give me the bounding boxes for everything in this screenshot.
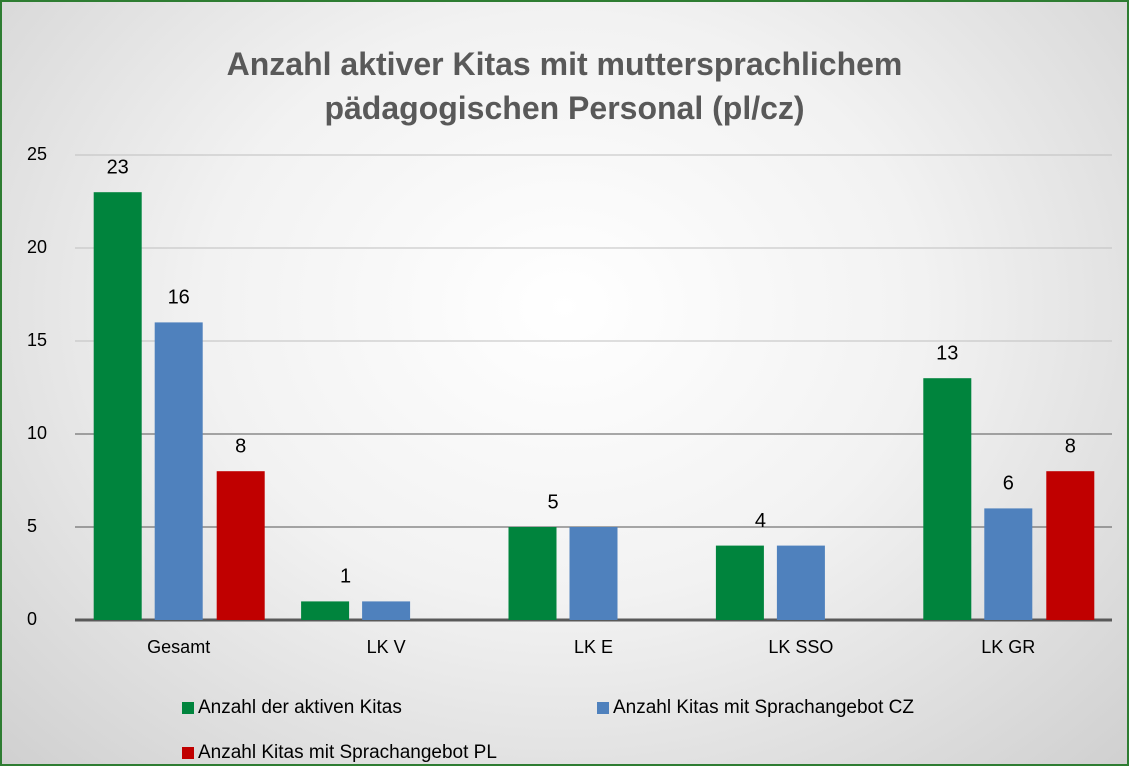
data-label: 16 [168, 287, 190, 309]
legend-swatch [182, 701, 194, 714]
data-label: 8 [1065, 435, 1076, 457]
bar [923, 378, 972, 620]
data-label: 13 [936, 342, 958, 364]
data-label: 8 [235, 435, 246, 457]
x-tick-label: LK V [367, 637, 406, 657]
x-tick-label: LK SSO [768, 637, 833, 657]
bar [984, 508, 1033, 620]
bar [301, 601, 350, 620]
data-label: 5 [547, 491, 558, 513]
legend-item: Anzahl Kitas mit Sprachangebot PL [182, 730, 597, 764]
chart-title: Anzahl aktiver Kitas mit muttersprachlic… [226, 46, 903, 126]
bar [776, 545, 825, 620]
legend-item: Anzahl Kitas mit Sprachangebot CZ [597, 685, 1012, 730]
bar [1046, 471, 1095, 620]
legend-label: Anzahl der aktiven Kitas [198, 696, 402, 718]
legend-swatch [597, 701, 609, 714]
legend-swatch [182, 746, 194, 759]
y-tick-label: 0 [27, 609, 37, 629]
bar [216, 471, 265, 620]
y-tick-label: 20 [27, 237, 47, 257]
legend-label: Anzahl Kitas mit Sprachangebot CZ [613, 696, 914, 718]
data-label: 23 [107, 156, 129, 178]
bar [93, 192, 142, 620]
x-tick-label: Gesamt [147, 637, 210, 657]
data-label: 6 [1003, 473, 1014, 495]
legend-label: Anzahl Kitas mit Sprachangebot PL [198, 741, 497, 763]
x-tick-label: LK GR [981, 637, 1035, 657]
y-tick-label: 15 [27, 330, 47, 350]
bar [508, 527, 557, 620]
data-label: 4 [755, 510, 766, 532]
y-tick-label: 10 [27, 423, 47, 443]
y-tick-label: 25 [27, 144, 47, 164]
bar [569, 527, 618, 620]
bar [154, 322, 203, 620]
legend-item: Anzahl der aktiven Kitas [182, 685, 597, 730]
legend: Anzahl der aktiven Kitas Anzahl Kitas mit… [182, 685, 1022, 764]
data-label: 1 [340, 566, 351, 588]
bar [362, 601, 411, 620]
y-tick-label: 5 [27, 516, 37, 536]
bar [715, 545, 764, 620]
x-tick-label: LK E [574, 637, 613, 657]
